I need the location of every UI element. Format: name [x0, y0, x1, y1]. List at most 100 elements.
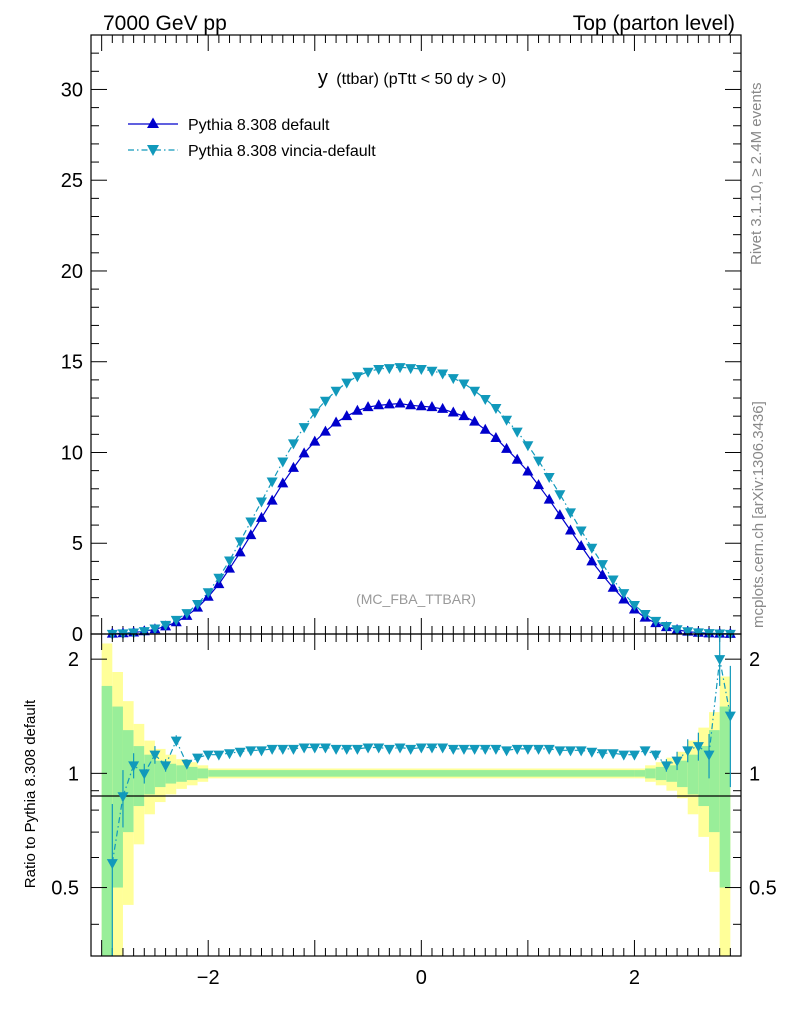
series-0-point	[298, 447, 310, 458]
series-0-point	[405, 399, 417, 410]
series-1-point	[671, 625, 683, 636]
series-0-point	[224, 562, 236, 573]
series-1-point	[511, 427, 523, 438]
ratio-point	[724, 711, 736, 722]
ratio-band-green	[677, 760, 688, 788]
ratio-axis-ticks	[91, 634, 742, 956]
ratio-point	[639, 746, 651, 757]
ratio-band-green	[634, 770, 646, 777]
series-1-point	[160, 620, 172, 631]
series-1-point	[266, 477, 278, 488]
ratio-point	[618, 750, 630, 761]
series-1-point	[149, 624, 161, 635]
ratio-point	[660, 761, 672, 772]
main-ytick-label: 10	[61, 442, 83, 464]
ratio-point	[415, 743, 427, 754]
mcplots-label: mcplots.cern.ch [arXiv:1306.3436]	[750, 401, 767, 628]
series-0-point	[575, 539, 587, 550]
series-1-point	[213, 573, 225, 584]
series-0-point	[565, 524, 577, 535]
legend-entry-vincia: Pythia 8.308 vincia-default	[128, 143, 376, 160]
ratio-point	[522, 744, 534, 755]
series-1-point	[554, 490, 566, 501]
legend-entry-default: Pythia 8.308 default	[128, 117, 330, 134]
series-0-point	[458, 410, 470, 421]
ratio-band-green	[165, 763, 177, 784]
ratio-series-markers	[106, 636, 736, 956]
process-label: Top (parton level)	[573, 12, 735, 35]
ratio-point	[447, 744, 459, 755]
series-0-point	[266, 494, 278, 505]
main-plot-panel: 0 5 10 15 20 25 30	[61, 34, 742, 646]
ratio-xtick-label: −2	[197, 967, 220, 989]
series-0-point	[586, 555, 598, 566]
ratio-point	[362, 743, 374, 754]
ratio-plot-frame	[90, 633, 742, 957]
ratio-band-green	[687, 754, 699, 795]
series-0-point	[287, 461, 299, 472]
series-0-point	[501, 442, 513, 453]
ratio-uncertainty-bands	[101, 643, 731, 956]
ratio-point	[682, 746, 694, 757]
ratio-point	[330, 744, 342, 755]
ratio-series-line	[111, 659, 731, 864]
ratio-point	[138, 769, 150, 780]
ratio-point	[309, 743, 321, 754]
ratio-band-green	[208, 770, 635, 777]
series-1-point	[181, 609, 193, 620]
ratio-point	[394, 743, 406, 754]
ratio-tick-labels: 0.5 0.5 1 1 2 2 −2 0 2	[51, 649, 777, 989]
series-1-point	[522, 441, 534, 452]
series-1-point	[170, 615, 182, 626]
series-0-point	[351, 404, 363, 415]
ratio-point	[458, 744, 470, 755]
legend-marker-vincia	[147, 145, 159, 156]
series-1-point	[682, 627, 694, 638]
series-1-point	[287, 439, 299, 450]
ratio-point	[341, 744, 353, 755]
series-0-point	[543, 493, 555, 504]
ratio-band-green	[133, 746, 145, 807]
series-1-point	[469, 386, 481, 397]
ratio-band-green	[112, 706, 123, 888]
series-0-point	[330, 416, 342, 427]
ratio-ytick-label: 0.5	[51, 878, 79, 900]
ratio-band-green	[144, 754, 155, 795]
ratio-band-green	[645, 768, 656, 779]
ratio-point	[298, 743, 310, 754]
series-0-point	[490, 431, 502, 442]
ratio-ytick-label-right: 0.5	[749, 878, 777, 900]
series-1-point	[543, 472, 555, 483]
ratio-point	[245, 746, 257, 757]
ratio-point	[426, 743, 438, 754]
series-1-point	[298, 423, 310, 434]
ratio-point	[192, 753, 204, 764]
ratio-line	[111, 659, 731, 864]
series-1-point	[575, 526, 587, 537]
ratio-point	[234, 747, 246, 758]
ratio-point	[501, 746, 513, 757]
series-1-point	[501, 415, 513, 426]
series-1-point	[533, 456, 545, 467]
series-1-point	[479, 394, 491, 405]
legend: Pythia 8.308 default Pythia 8.308 vincia…	[128, 117, 376, 160]
series-1-point	[628, 600, 640, 611]
series-1-point	[437, 369, 449, 380]
ratio-point	[277, 744, 289, 755]
plot-title: y (ttbar) (pTtt < 50 dy > 0)	[318, 67, 506, 89]
ratio-plot-panel: 0.5 0.5 1 1 2 2 −2 0 2	[51, 633, 777, 989]
ratio-point	[490, 744, 502, 755]
series-1-point	[224, 556, 236, 567]
series-0-point	[596, 569, 608, 580]
ratio-point	[533, 744, 545, 755]
series-1-point	[255, 497, 267, 508]
ratio-point	[213, 750, 225, 761]
series-0-point	[437, 402, 449, 413]
ratio-point	[170, 736, 182, 747]
ratio-band-green	[154, 760, 166, 788]
ratio-point	[405, 744, 417, 755]
legend-label-vincia: Pythia 8.308 vincia-default	[188, 143, 376, 160]
main-tick-labels: 0 5 10 15 20 25 30	[61, 79, 83, 646]
series-1-point	[202, 588, 214, 599]
